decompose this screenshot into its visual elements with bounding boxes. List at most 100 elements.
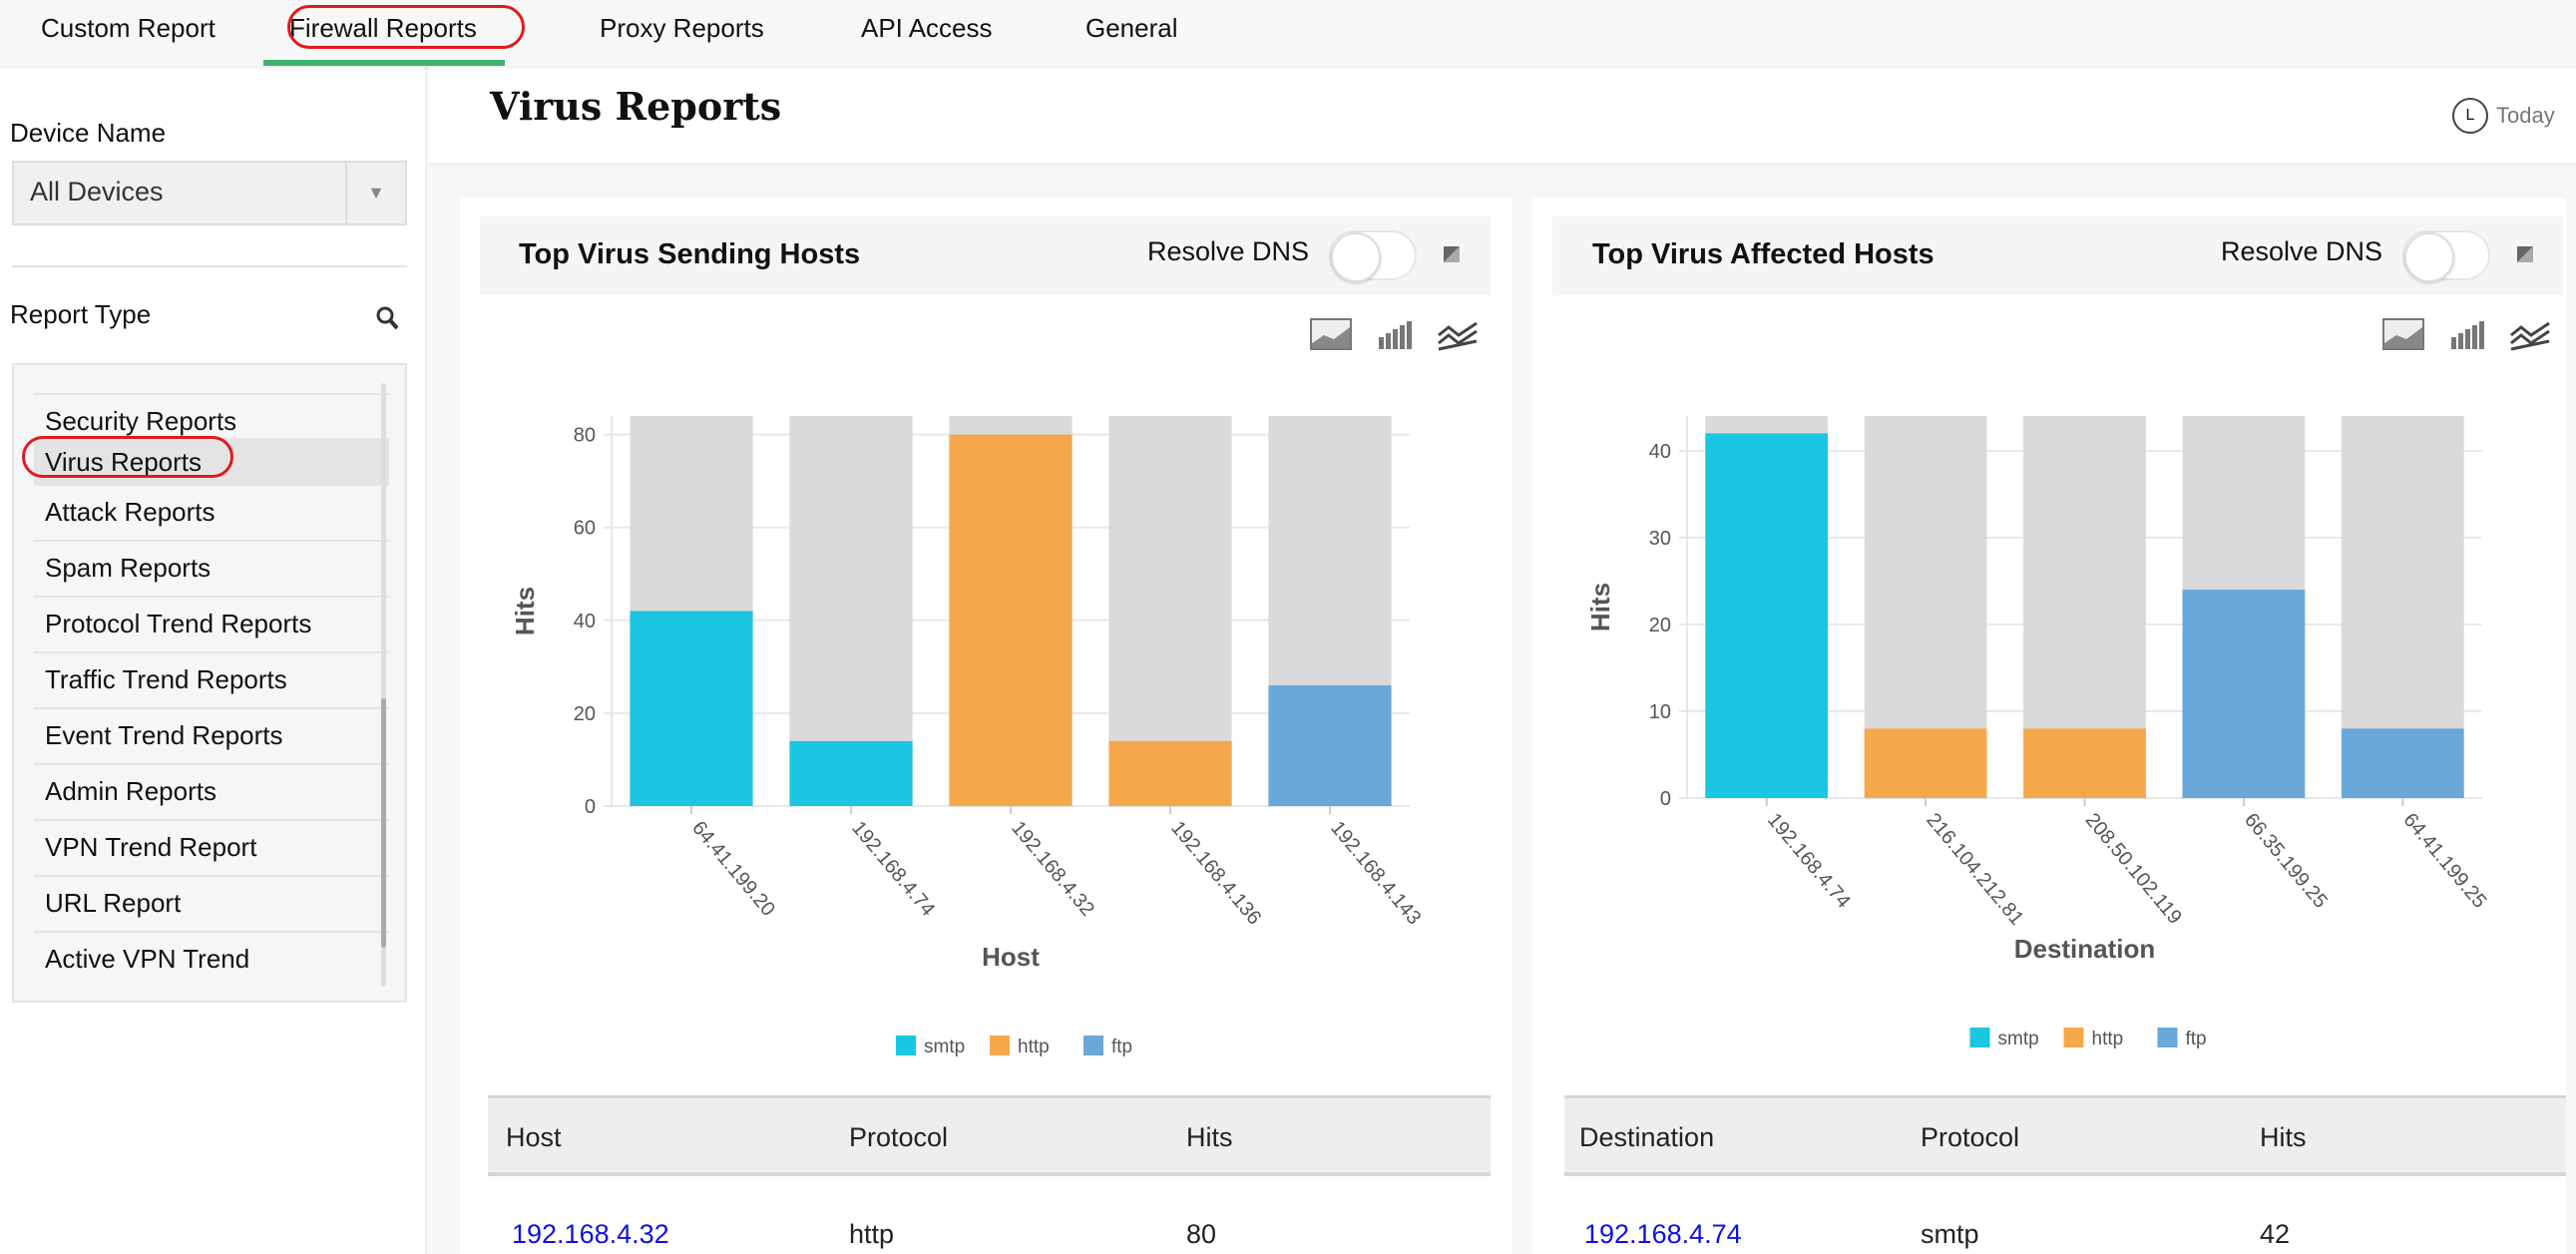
bar-background xyxy=(1108,416,1232,806)
divider xyxy=(12,265,407,267)
bar-chart-icon[interactable] xyxy=(1373,317,1417,351)
report-item-event-trend[interactable]: Event Trend Reports xyxy=(34,707,389,763)
chart-type-switcher xyxy=(2381,317,2553,351)
affected-hosts-table: Destination Protocol Hits 192.168.4.74 s… xyxy=(1564,1095,2566,1254)
x-tick-label: 208.50.102.119 xyxy=(2081,809,2186,929)
column-header-protocol[interactable]: Protocol xyxy=(1921,1122,2020,1152)
expand-icon[interactable] xyxy=(2517,246,2533,262)
legend-label-http: http xyxy=(1018,1037,1050,1057)
y-tick-label: 20 xyxy=(574,703,596,725)
x-tick-label: 216.104.212.81 xyxy=(1922,809,2027,930)
list-scrollbar-thumb[interactable] xyxy=(381,698,386,948)
report-item-active-vpn-trend[interactable]: Active VPN Trend xyxy=(34,931,389,987)
top-nav: Custom Report Firewall Reports Proxy Rep… xyxy=(0,0,2576,66)
legend-swatch-ftp xyxy=(2157,1028,2178,1047)
report-item-security[interactable]: Security Reports xyxy=(34,393,389,449)
report-type-list: Security Reports Virus Reports Attack Re… xyxy=(12,363,407,1003)
resolve-dns-label: Resolve DNS xyxy=(2221,236,2383,266)
x-tick-label: 192.168.4.74 xyxy=(1763,809,1855,913)
expand-icon[interactable] xyxy=(1444,246,1460,262)
y-axis-title: Hits xyxy=(1585,583,1615,631)
resolve-dns-label: Resolve DNS xyxy=(1147,236,1310,266)
legend-swatch-http xyxy=(990,1036,1010,1055)
bar-smtp xyxy=(789,740,913,806)
highlight-circle xyxy=(287,5,525,49)
y-tick-label: 60 xyxy=(574,518,596,540)
report-item-traffic-trend[interactable]: Traffic Trend Reports xyxy=(34,651,389,707)
bar-ftp xyxy=(2182,590,2306,798)
tab-firewall-reports[interactable]: Firewall Reports xyxy=(263,0,505,66)
panel-header: Top Virus Affected Hosts Resolve DNS xyxy=(1552,216,2563,295)
bar-http xyxy=(949,434,1073,806)
y-tick-label: 30 xyxy=(1649,528,1671,550)
main-header xyxy=(429,66,2576,166)
bar-smtp xyxy=(1705,433,1829,798)
tab-custom-report[interactable]: Custom Report xyxy=(41,13,215,43)
bar-chart-icon[interactable] xyxy=(2445,317,2489,351)
y-tick-label: 80 xyxy=(574,425,596,447)
report-item-vpn-trend[interactable]: VPN Trend Report xyxy=(34,819,389,875)
area-chart-icon[interactable] xyxy=(1309,317,1353,351)
column-header-host[interactable]: Host xyxy=(506,1122,562,1152)
legend-label-smtp: smtp xyxy=(924,1037,965,1057)
host-link[interactable]: 192.168.4.32 xyxy=(512,1219,669,1249)
y-tick-label: 0 xyxy=(585,796,596,818)
tab-api-access[interactable]: API Access xyxy=(861,13,993,43)
virus-sending-hosts-chart: 0 20 40 60 80 64.41.199.20 192.168.4.74 192.168… xyxy=(510,416,1425,1057)
chart-type-switcher xyxy=(1309,317,1481,351)
column-header-hits[interactable]: Hits xyxy=(1186,1122,1233,1152)
report-item-admin[interactable]: Admin Reports xyxy=(34,763,389,819)
legend-swatch-ftp xyxy=(1083,1036,1103,1055)
page-title: Virus Reports xyxy=(490,84,782,129)
table-header: Destination Protocol Hits xyxy=(1564,1095,2566,1176)
highlight-circle xyxy=(22,436,233,478)
tab-general[interactable]: General xyxy=(1085,13,1178,43)
legend-swatch-smtp xyxy=(896,1036,916,1055)
chevron-down-icon[interactable]: ▼ xyxy=(345,163,405,223)
bar-background xyxy=(789,416,913,806)
legend-label-ftp: ftp xyxy=(1111,1037,1132,1057)
x-tick-label: 192.168.4.136 xyxy=(1166,817,1265,929)
virus-affected-hosts-chart: 0 10 20 30 40 192.168.4.74 216.104.212.81 208.5… xyxy=(1585,416,2490,1049)
device-select[interactable]: All Devices ▼ xyxy=(12,161,407,225)
y-tick-label: 20 xyxy=(1649,615,1671,636)
x-tick-label: 192.168.4.143 xyxy=(1326,817,1425,929)
report-item-url[interactable]: URL Report xyxy=(34,875,389,931)
device-name-label: Device Name xyxy=(10,118,167,148)
time-range-selector[interactable]: L Today xyxy=(2452,98,2555,134)
protocol-cell: smtp xyxy=(1921,1219,1979,1249)
column-header-destination[interactable]: Destination xyxy=(1579,1122,1715,1152)
area-chart-icon[interactable] xyxy=(2381,317,2425,351)
bar-http xyxy=(2023,728,2146,798)
panel-header: Top Virus Sending Hosts Resolve DNS xyxy=(480,216,1491,295)
resolve-dns-toggle[interactable] xyxy=(1329,230,1417,282)
bar-ftp xyxy=(1268,684,1392,806)
x-axis-title: Host xyxy=(982,942,1040,972)
column-header-hits[interactable]: Hits xyxy=(2260,1122,2307,1152)
y-tick-label: 0 xyxy=(1660,788,1671,810)
report-item-spam[interactable]: Spam Reports xyxy=(34,540,389,596)
tab-proxy-reports[interactable]: Proxy Reports xyxy=(600,13,764,43)
list-scrollbar[interactable] xyxy=(381,383,386,987)
resolve-dns-toggle[interactable] xyxy=(2402,230,2490,282)
legend-swatch-smtp xyxy=(1969,1028,1990,1047)
time-range-label: Today xyxy=(2496,103,2555,128)
x-tick-label: 66.35.199.25 xyxy=(2240,809,2332,913)
report-item-protocol-trend[interactable]: Protocol Trend Reports xyxy=(34,596,389,651)
line-chart-icon[interactable] xyxy=(1437,317,1481,351)
hits-cell: 42 xyxy=(2260,1219,2291,1249)
bar-ftp xyxy=(2341,728,2464,798)
line-chart-icon[interactable] xyxy=(2509,317,2553,351)
destination-link[interactable]: 192.168.4.74 xyxy=(1584,1219,1742,1249)
search-icon[interactable] xyxy=(375,305,401,333)
bar-http xyxy=(1864,728,1987,798)
y-axis-title: Hits xyxy=(510,587,540,635)
column-header-protocol[interactable]: Protocol xyxy=(849,1122,949,1152)
legend-label-http: http xyxy=(2092,1029,2124,1049)
panel-title: Top Virus Affected Hosts xyxy=(1592,238,1934,270)
x-axis-title: Destination xyxy=(2014,934,2156,964)
bar-smtp xyxy=(630,611,753,806)
panel-title: Top Virus Sending Hosts xyxy=(519,238,861,270)
report-item-attack[interactable]: Attack Reports xyxy=(34,484,389,540)
report-type-label: Report Type xyxy=(10,299,152,329)
